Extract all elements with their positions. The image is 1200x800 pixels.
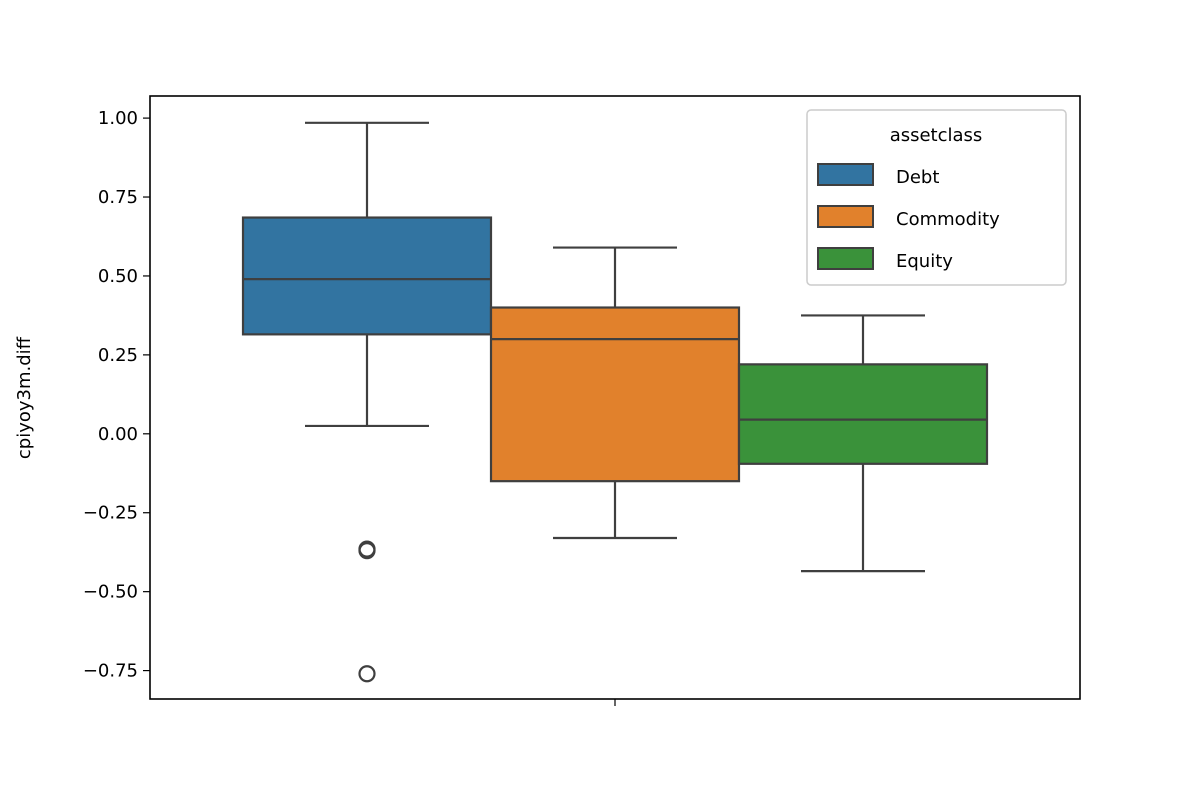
outlier-point [358,665,376,683]
box-commodity [489,246,741,540]
y-tick-label: 0.00 [98,424,138,445]
box-iqr [737,363,989,465]
outlier-point [358,542,376,560]
legend-label-equity: Equity [896,251,953,272]
legend-swatch-debt [817,163,874,186]
legend-label-debt: Debt [896,167,939,188]
legend-swatch-commodity [817,205,874,228]
box-iqr [241,216,493,336]
y-axis-label: cpiyoy3m.diff [14,336,35,459]
y-tick-label: −0.75 [83,661,138,682]
box-debt [241,121,493,683]
box-equity [737,314,989,573]
legend-title: assetclass [890,125,983,146]
box-iqr [489,306,741,483]
legend-label-commodity: Commodity [896,209,1000,230]
y-tick-label: 0.25 [98,345,138,366]
y-tick-label: −0.25 [83,503,138,524]
y-tick-label: 0.50 [98,266,138,287]
legend-frame [806,109,1067,286]
y-tick-label: −0.50 [83,582,138,603]
plot-area: 1.00 0.75 0.50 0.25 0.00 −0.25 −0.50 −0.75 [83,95,1081,706]
legend-swatch-equity [817,247,874,270]
axes-frame [149,95,1081,700]
legend: assetclass Debt Commodity Equity [806,109,1067,286]
y-tick-label: 0.75 [98,187,138,208]
y-tick-label: 1.00 [98,108,138,129]
